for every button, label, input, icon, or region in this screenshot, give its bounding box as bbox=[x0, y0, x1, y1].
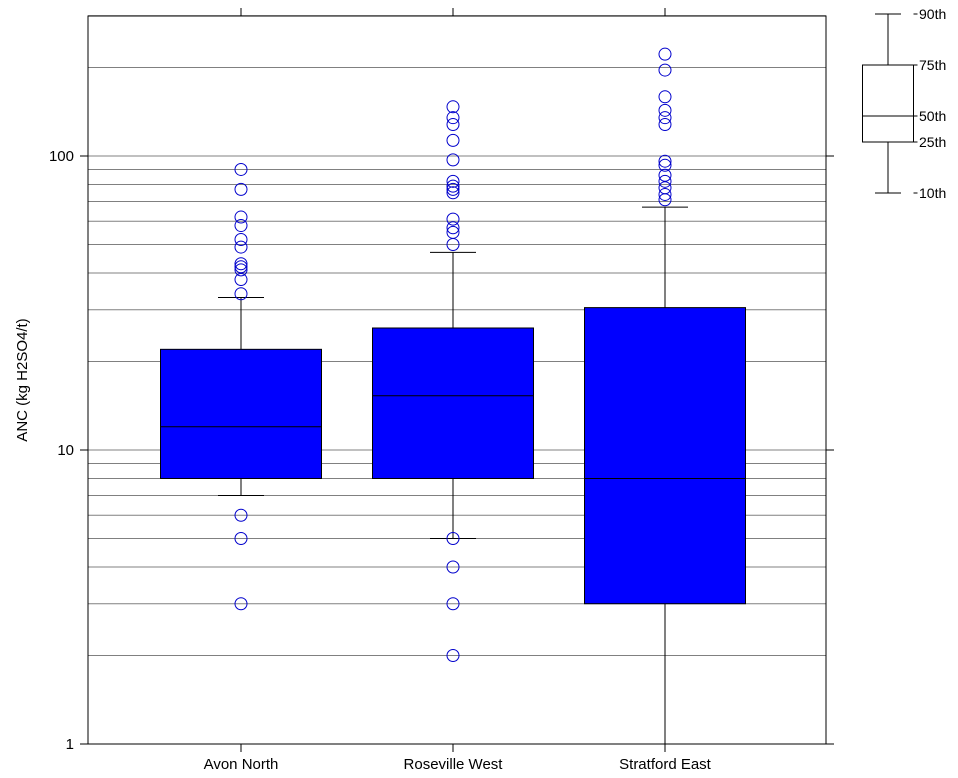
legend-label: 50th bbox=[919, 108, 946, 124]
outlier-point bbox=[234, 597, 248, 611]
box-1 bbox=[372, 100, 534, 662]
outlier-point bbox=[446, 111, 460, 125]
legend-label: 75th bbox=[919, 57, 946, 73]
outlier-point bbox=[446, 133, 460, 147]
outlier-point bbox=[658, 63, 672, 77]
y-axis-title: ANC (kg H2SO4/t) bbox=[14, 318, 31, 441]
outlier-point bbox=[234, 287, 248, 301]
legend-label: 25th bbox=[919, 134, 946, 150]
outlier-point bbox=[446, 212, 460, 226]
outlier-point bbox=[234, 257, 248, 271]
outlier-point bbox=[658, 158, 672, 172]
outlier-point bbox=[234, 182, 248, 196]
outlier-point bbox=[234, 273, 248, 287]
outlier-point bbox=[446, 179, 460, 193]
outlier-point bbox=[234, 260, 248, 274]
outlier-point bbox=[446, 532, 460, 546]
iqr-box bbox=[372, 327, 534, 479]
outlier-point bbox=[446, 174, 460, 188]
outlier-point bbox=[234, 263, 248, 277]
outlier-point bbox=[446, 100, 460, 114]
outlier-point bbox=[658, 187, 672, 201]
outlier-point bbox=[234, 532, 248, 546]
outlier-point bbox=[658, 154, 672, 168]
outlier-point bbox=[446, 221, 460, 235]
category-label: Roseville West bbox=[404, 756, 504, 773]
legend: 90th 75th 50th 25th 10th bbox=[862, 6, 946, 201]
y-tick-label: 100 bbox=[49, 148, 74, 165]
legend-label: 10th bbox=[919, 185, 946, 201]
outlier-point bbox=[446, 597, 460, 611]
outlier-point bbox=[234, 162, 248, 176]
outlier-point bbox=[658, 47, 672, 61]
plot-frame bbox=[87, 15, 827, 745]
outlier-point bbox=[446, 153, 460, 167]
x-category-labels: Avon North Roseville West Stratford East bbox=[204, 756, 712, 773]
plot-series bbox=[160, 47, 746, 744]
outlier-point bbox=[446, 648, 460, 662]
axis-ticks bbox=[80, 8, 834, 752]
box-2 bbox=[584, 47, 746, 744]
outlier-point bbox=[234, 240, 248, 254]
outlier-point bbox=[446, 117, 460, 131]
outlier-point bbox=[658, 174, 672, 188]
y-tick-label: 1 bbox=[66, 736, 74, 753]
y-tick-label: 10 bbox=[57, 442, 74, 459]
outlier-point bbox=[658, 103, 672, 117]
outlier-point bbox=[446, 186, 460, 200]
outlier-point bbox=[658, 117, 672, 131]
category-label: Stratford East bbox=[619, 756, 712, 773]
box-0 bbox=[160, 162, 322, 611]
category-label: Avon North bbox=[204, 756, 279, 773]
legend-box bbox=[862, 64, 914, 143]
outlier-point bbox=[658, 193, 672, 207]
outlier-point bbox=[658, 111, 672, 125]
outlier-point bbox=[234, 219, 248, 233]
outlier-point bbox=[446, 560, 460, 574]
outlier-point bbox=[234, 232, 248, 246]
outlier-point bbox=[234, 508, 248, 522]
outlier-point bbox=[446, 182, 460, 196]
y-tick-labels: 1 10 100 bbox=[49, 148, 74, 753]
outlier-point bbox=[234, 210, 248, 224]
outlier-point bbox=[446, 238, 460, 252]
legend-label: 90th bbox=[919, 6, 946, 22]
outlier-point bbox=[658, 90, 672, 104]
iqr-box bbox=[584, 307, 746, 605]
iqr-box bbox=[160, 348, 322, 479]
